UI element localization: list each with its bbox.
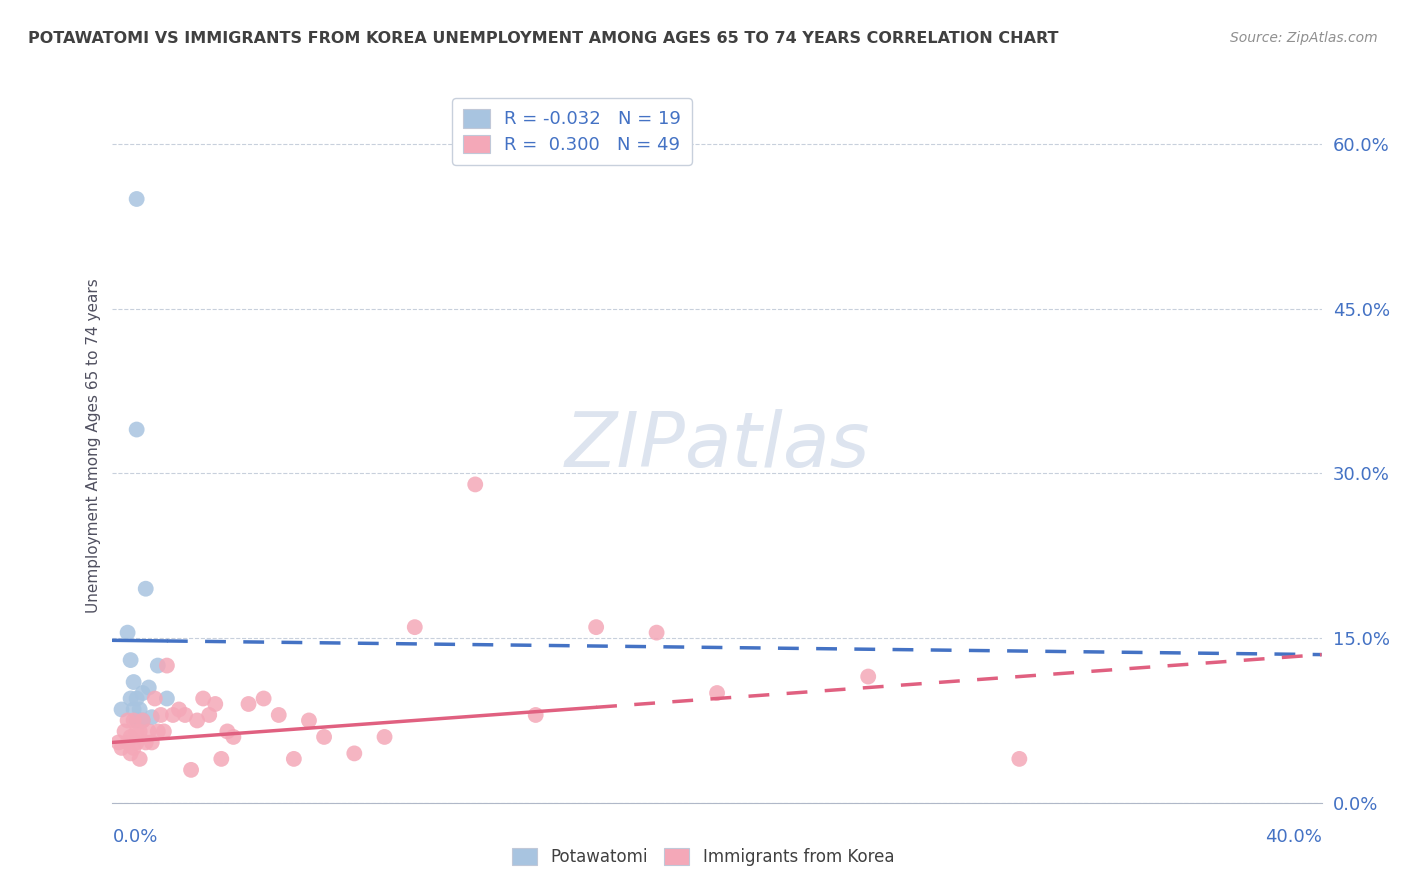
Point — [1008, 752, 1031, 766]
Text: Source: ZipAtlas.com: Source: ZipAtlas.com — [1230, 31, 1378, 45]
Point — [156, 658, 179, 673]
Point — [146, 658, 169, 673]
Point — [138, 724, 160, 739]
Point — [198, 708, 221, 723]
Point — [132, 714, 155, 728]
Point — [120, 730, 142, 744]
Point — [143, 691, 166, 706]
Point — [191, 691, 214, 706]
Point — [132, 686, 155, 700]
Point — [374, 730, 396, 744]
Text: POTAWATOMI VS IMMIGRANTS FROM KOREA UNEMPLOYMENT AMONG AGES 65 TO 74 YEARS CORRE: POTAWATOMI VS IMMIGRANTS FROM KOREA UNEM… — [28, 31, 1059, 46]
Point — [174, 708, 197, 723]
Y-axis label: Unemployment Among Ages 65 to 74 years: Unemployment Among Ages 65 to 74 years — [86, 278, 101, 614]
Point — [167, 702, 190, 716]
Point — [138, 681, 160, 695]
Legend: R = -0.032   N = 19, R =  0.300   N = 49: R = -0.032 N = 19, R = 0.300 N = 49 — [451, 98, 692, 165]
Point — [238, 697, 260, 711]
Point — [120, 691, 142, 706]
Legend: Potawatomi, Immigrants from Korea: Potawatomi, Immigrants from Korea — [505, 841, 901, 873]
Point — [110, 740, 132, 755]
Point — [153, 724, 176, 739]
Point — [209, 752, 232, 766]
Point — [283, 752, 305, 766]
Point — [149, 708, 172, 723]
Point — [122, 702, 145, 716]
Point — [141, 735, 163, 749]
Point — [120, 653, 142, 667]
Point — [298, 714, 321, 728]
Point — [856, 669, 880, 683]
Point — [162, 708, 184, 723]
Point — [132, 714, 155, 728]
Point — [117, 735, 139, 749]
Point — [141, 710, 163, 724]
Text: 40.0%: 40.0% — [1265, 828, 1322, 846]
Point — [125, 735, 148, 749]
Point — [114, 724, 136, 739]
Point — [645, 625, 668, 640]
Point — [128, 714, 150, 728]
Point — [146, 724, 169, 739]
Point — [107, 735, 129, 749]
Point — [404, 620, 426, 634]
Point — [117, 625, 139, 640]
Point — [585, 620, 607, 634]
Point — [125, 691, 148, 706]
Point — [217, 724, 239, 739]
Point — [125, 423, 148, 437]
Point — [204, 697, 226, 711]
Point — [120, 747, 142, 761]
Point — [125, 724, 148, 739]
Point — [122, 675, 145, 690]
Text: 0.0%: 0.0% — [112, 828, 157, 846]
Point — [128, 752, 150, 766]
Point — [706, 686, 728, 700]
Point — [135, 735, 157, 749]
Point — [125, 714, 148, 728]
Point — [222, 730, 245, 744]
Point — [128, 724, 150, 739]
Point — [156, 691, 179, 706]
Point — [135, 582, 157, 596]
Point — [524, 708, 547, 723]
Point — [122, 740, 145, 755]
Point — [110, 702, 132, 716]
Text: ZIPatlas: ZIPatlas — [564, 409, 870, 483]
Point — [122, 714, 145, 728]
Point — [186, 714, 208, 728]
Point — [125, 192, 148, 206]
Point — [464, 477, 486, 491]
Point — [267, 708, 290, 723]
Point — [180, 763, 202, 777]
Point — [343, 747, 366, 761]
Point — [314, 730, 336, 744]
Point — [253, 691, 276, 706]
Point — [117, 714, 139, 728]
Point — [128, 702, 150, 716]
